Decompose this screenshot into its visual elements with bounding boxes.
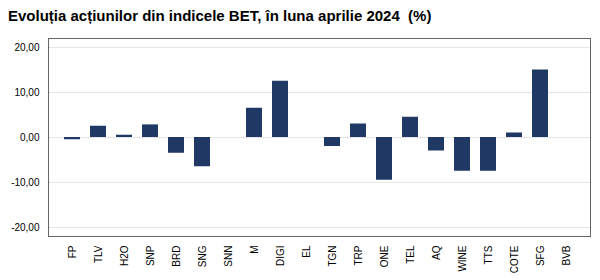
svg-text:BVB: BVB (561, 245, 572, 265)
svg-text:SNN: SNN (223, 246, 234, 267)
svg-text:AQ: AQ (431, 245, 442, 260)
svg-text:-10,00: -10,00 (11, 177, 40, 188)
svg-text:10,00: 10,00 (14, 87, 39, 98)
svg-text:0,00: 0,00 (20, 132, 40, 143)
svg-text:SFG: SFG (535, 245, 546, 266)
svg-text:FP: FP (67, 245, 78, 258)
svg-text:WINE: WINE (457, 245, 468, 271)
svg-text:COTE: COTE (509, 245, 520, 273)
svg-text:BRD: BRD (171, 246, 182, 267)
svg-text:TGN: TGN (327, 246, 338, 267)
svg-text:-20,00: -20,00 (11, 222, 40, 233)
svg-text:DIGI: DIGI (275, 246, 286, 267)
svg-text:TTS: TTS (483, 245, 494, 264)
html-text:Evoluția acțiunilor din indice: Evoluția acțiunilor din indicele BET, în… (8, 7, 432, 24)
svg-text:20,00: 20,00 (14, 42, 39, 53)
svg-text:H2O: H2O (119, 245, 130, 266)
svg-text:SNG: SNG (197, 245, 208, 267)
svg-text:TEL: TEL (405, 245, 416, 264)
svg-text:TLV: TLV (93, 245, 104, 263)
svg-text:ONE: ONE (379, 245, 390, 267)
svg-text:SNP: SNP (145, 245, 156, 266)
svg-text:M: M (249, 246, 260, 254)
svg-text:EL: EL (301, 245, 312, 258)
svg-text:TRP: TRP (353, 245, 364, 265)
